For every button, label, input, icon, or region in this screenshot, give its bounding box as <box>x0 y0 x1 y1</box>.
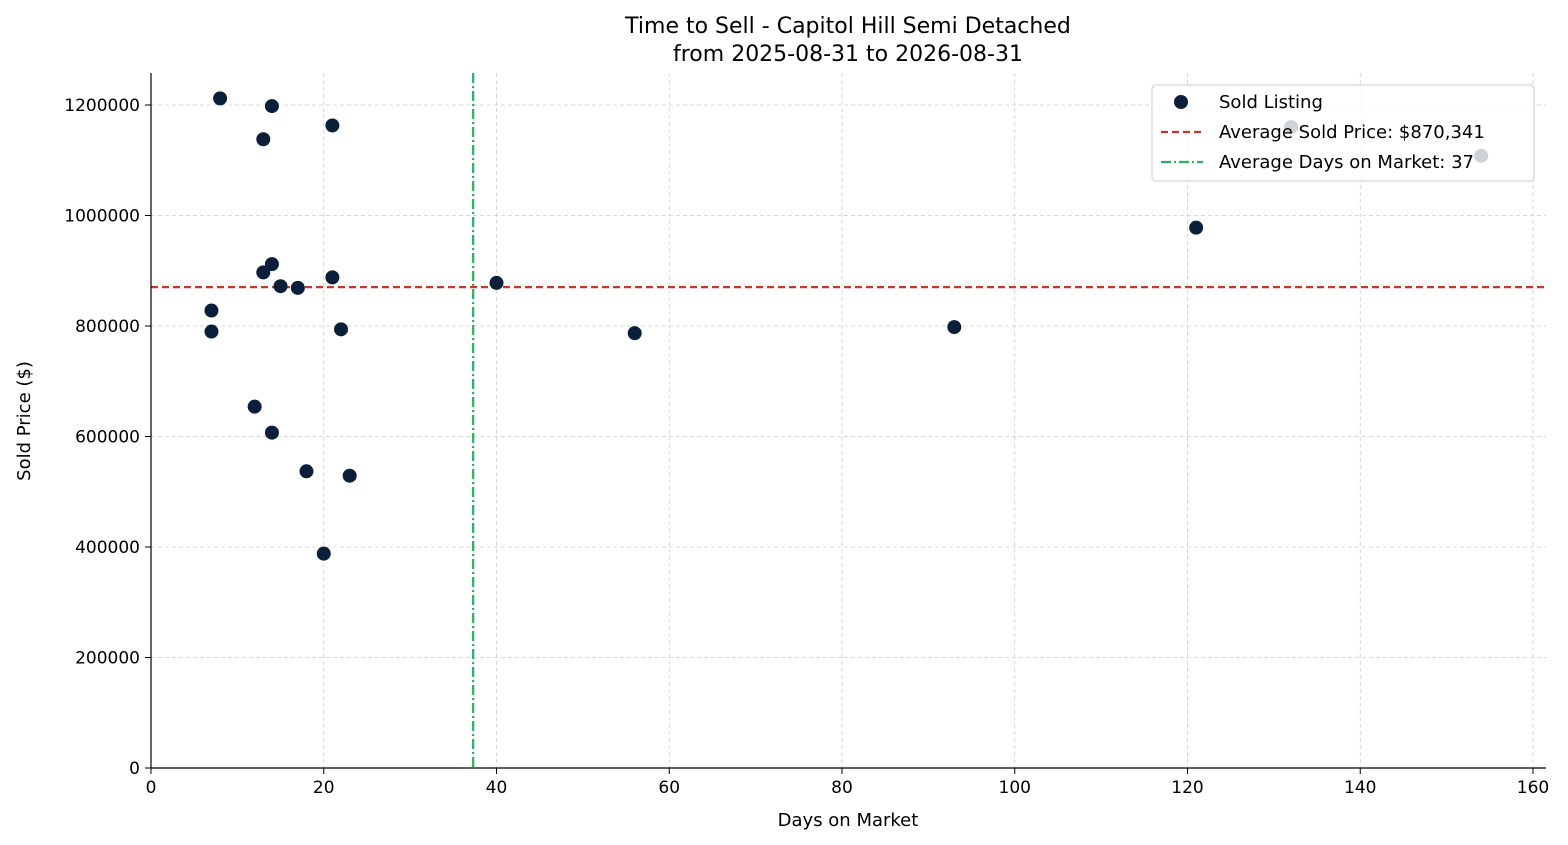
data-point <box>256 265 271 280</box>
data-point <box>947 320 962 335</box>
y-tick-label: 0 <box>129 759 140 779</box>
y-tick-label: 800000 <box>75 317 140 337</box>
data-point <box>247 399 262 414</box>
data-point <box>273 279 288 294</box>
y-ticks: 0 200000 400000 600000 800000 1000000 1200000 <box>64 96 151 779</box>
x-tick-label: 0 <box>146 778 157 798</box>
y-axis-label: Sold Price ($) <box>14 361 35 481</box>
data-point <box>299 464 314 479</box>
axes <box>150 73 1546 769</box>
legend-label-avg-days: Average Days on Market: 37 <box>1219 152 1474 173</box>
chart-title: Time to Sell - Capitol Hill Semi Detache… <box>624 14 1071 39</box>
x-tick-label: 160 <box>1517 778 1549 798</box>
reference-lines <box>151 73 1546 768</box>
data-point <box>1189 220 1204 235</box>
data-point <box>627 326 642 341</box>
data-point <box>290 280 305 295</box>
y-tick-label: 200000 <box>75 649 140 669</box>
data-point <box>325 270 340 285</box>
data-point <box>204 324 219 339</box>
legend-label-avg-price: Average Sold Price: $870,341 <box>1219 122 1485 143</box>
x-tick-label: 120 <box>1171 778 1203 798</box>
data-point <box>213 91 228 106</box>
x-tick-label: 60 <box>658 778 680 798</box>
data-point <box>204 303 219 318</box>
data-point <box>264 99 279 114</box>
legend-box <box>1151 84 1535 182</box>
x-axis-label: Days on Market <box>778 810 919 831</box>
data-point <box>264 257 279 272</box>
data-point <box>342 468 357 483</box>
data-point <box>256 132 271 147</box>
data-point <box>334 322 349 337</box>
x-ticks: 0 20 40 60 80 100 120 140 160 <box>146 768 1549 798</box>
grid <box>151 73 1546 768</box>
data-point <box>316 546 331 561</box>
y-tick-label: 600000 <box>75 428 140 448</box>
x-tick-label: 20 <box>313 778 335 798</box>
legend: Sold Listing Average Sold Price: $870,34… <box>1151 84 1535 182</box>
data-point <box>264 425 279 440</box>
y-tick-label: 1000000 <box>64 207 140 227</box>
y-tick-label: 1200000 <box>64 96 140 116</box>
y-tick-label: 400000 <box>75 538 140 558</box>
legend-label-sold-listing: Sold Listing <box>1219 92 1323 113</box>
x-tick-label: 40 <box>486 778 508 798</box>
x-tick-label: 80 <box>831 778 853 798</box>
x-tick-label: 140 <box>1344 778 1376 798</box>
data-point <box>489 275 504 290</box>
data-point <box>325 118 340 133</box>
legend-marker-sold-listing <box>1174 95 1188 109</box>
x-tick-label: 100 <box>999 778 1031 798</box>
chart-subtitle: from 2025-08-31 to 2026-08-31 <box>673 42 1023 67</box>
